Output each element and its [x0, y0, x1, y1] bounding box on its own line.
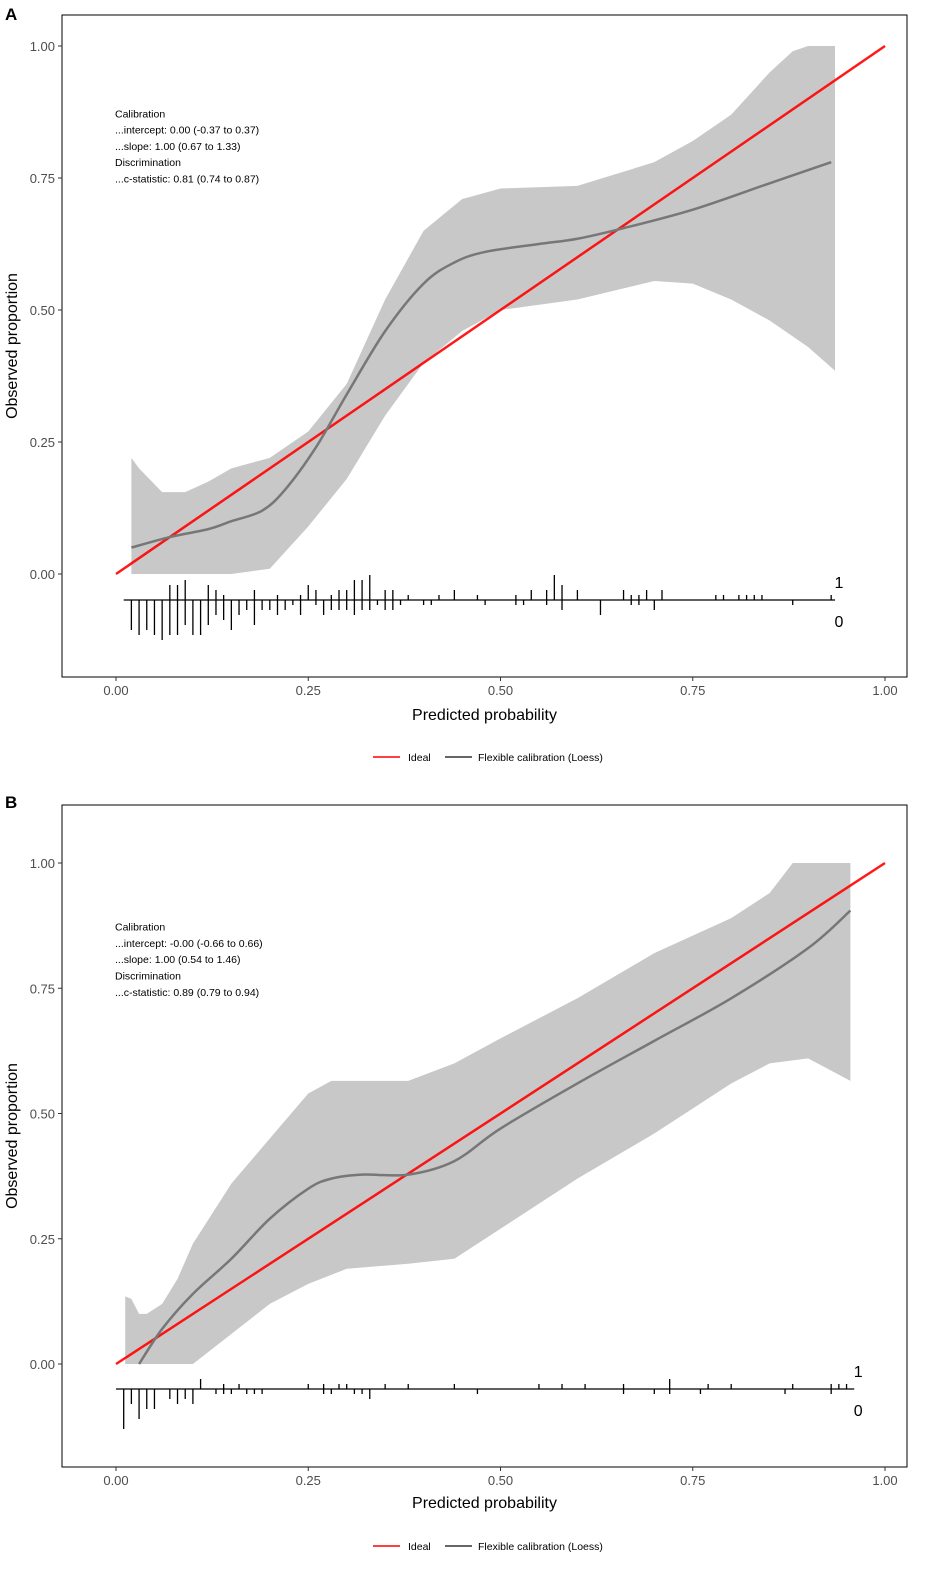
x-tick-label: 0.50	[488, 1473, 513, 1488]
panel-label: A	[5, 5, 17, 24]
rug-label-events: 1	[854, 1364, 863, 1381]
rug-label-nonevents: 0	[835, 614, 844, 631]
x-tick-label: 0.25	[296, 1473, 321, 1488]
panel-b: B 0.00 0.25 0.50 0.75 1.00 0.00 0.25 0.50 0.75 1.0…	[4, 793, 908, 1553]
x-tick-label: 1.00	[872, 683, 897, 698]
panel-a: A 0.00 0.25 0.50 0.75 1.00 0.00 0.25 0.50 0.75 1.0…	[4, 5, 908, 764]
ideal-line	[115, 861, 886, 1366]
annotation-line: Calibration	[115, 922, 165, 934]
loess-curve	[138, 909, 852, 1365]
annotation-line: Discrimination	[115, 157, 181, 169]
x-tick-label: 0.00	[103, 683, 128, 698]
annotation-line: ...slope: 1.00 (0.67 to 1.33)	[115, 141, 241, 153]
x-tick-label: 1.00	[872, 1473, 897, 1488]
y-tick-label: 1.00	[30, 856, 55, 871]
plot-frame	[61, 14, 908, 678]
x-tick-label: 0.75	[680, 683, 705, 698]
x-tick-label: 0.25	[296, 683, 321, 698]
x-tick-label: 0.50	[488, 683, 513, 698]
legend-ideal-label: Ideal	[408, 752, 431, 764]
ideal-line	[115, 44, 886, 576]
y-tick-label: 0.50	[30, 303, 55, 318]
y-tick-label: 1.00	[30, 39, 55, 54]
y-tick-label: 0.50	[30, 1107, 55, 1122]
x-axis-title: Predicted probability	[412, 1495, 557, 1512]
annotation-line: ...c-statistic: 0.81 (0.74 to 0.87)	[115, 173, 259, 185]
annotation-line: ...intercept: 0.00 (-0.37 to 0.37)	[115, 125, 259, 137]
loess-curve	[131, 160, 832, 549]
panel-label: B	[5, 793, 17, 812]
x-tick-label: 0.75	[680, 1473, 705, 1488]
annotation-line: ...slope: 1.00 (0.54 to 1.46)	[115, 954, 241, 966]
annotation-line: Calibration	[115, 108, 165, 120]
y-tick-label: 0.75	[30, 981, 55, 996]
y-tick-label: 0.25	[30, 1232, 55, 1247]
y-axis-title: Observed proportion	[4, 273, 21, 419]
annotation-line: ...c-statistic: 0.89 (0.79 to 0.94)	[115, 987, 259, 999]
x-tick-label: 0.00	[103, 1473, 128, 1488]
legend-loess-label: Flexible calibration (Loess)	[478, 1541, 603, 1553]
y-tick-label: 0.00	[30, 567, 55, 582]
rug-label-events: 1	[835, 575, 844, 592]
y-axis-title: Observed proportion	[4, 1063, 21, 1209]
rug-label-nonevents: 0	[854, 1403, 863, 1420]
plot-frame	[61, 804, 908, 1468]
y-tick-label: 0.00	[30, 1357, 55, 1372]
legend-loess-label: Flexible calibration (Loess)	[478, 752, 603, 764]
y-tick-label: 0.25	[30, 435, 55, 450]
annotation-line: Discrimination	[115, 971, 181, 983]
y-tick-label: 0.75	[30, 171, 55, 186]
annotation-line: ...intercept: -0.00 (-0.66 to 0.66)	[115, 938, 263, 950]
legend-ideal-label: Ideal	[408, 1541, 431, 1553]
x-axis-title: Predicted probability	[412, 707, 557, 724]
